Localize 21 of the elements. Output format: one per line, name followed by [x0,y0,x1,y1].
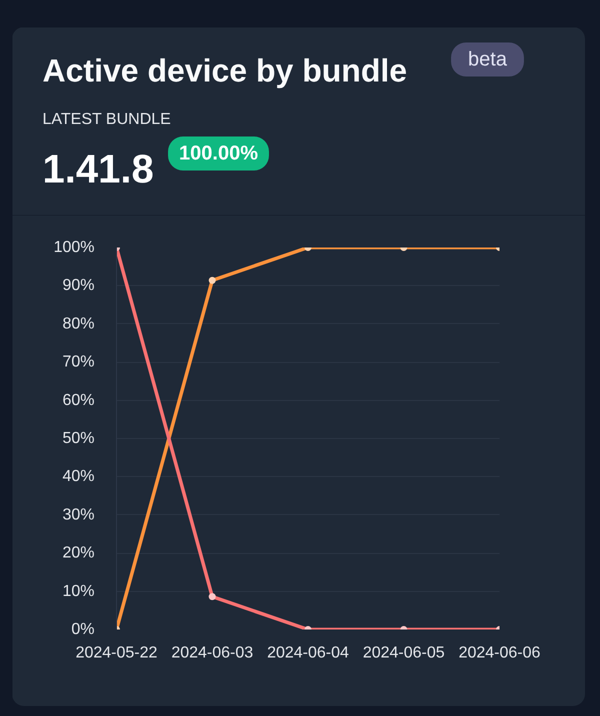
y-tick-label: 0% [71,621,94,638]
y-tick-label: 70% [62,354,95,371]
x-tick-label: 2024-06-03 [171,644,254,662]
y-tick-label: 90% [62,277,95,294]
x-tick-label: 2024-06-04 [267,644,350,662]
text: 1.41.8 [42,148,154,192]
chart-title: Active device by bundle [42,52,408,88]
text: 100.00% [179,142,258,164]
text: beta [468,48,508,70]
y-tick-label: 50% [62,430,95,447]
x-tick-label: 2024-06-06 [458,644,541,662]
y-tick-label: 20% [62,544,95,562]
x-tick-label: 2024-06-05 [362,644,445,662]
x-tick-label: 2024-05-22 [76,644,158,662]
y-tick-label: 100% [54,239,94,256]
y-tick-label: 10% [62,582,95,600]
y-tick-label: 60% [62,392,95,409]
y-tick-label: 80% [62,315,95,332]
y-tick-label: 30% [62,506,95,524]
chart-subtitle: LATEST BUNDLE [42,111,171,128]
y-tick-label: 40% [62,468,95,486]
